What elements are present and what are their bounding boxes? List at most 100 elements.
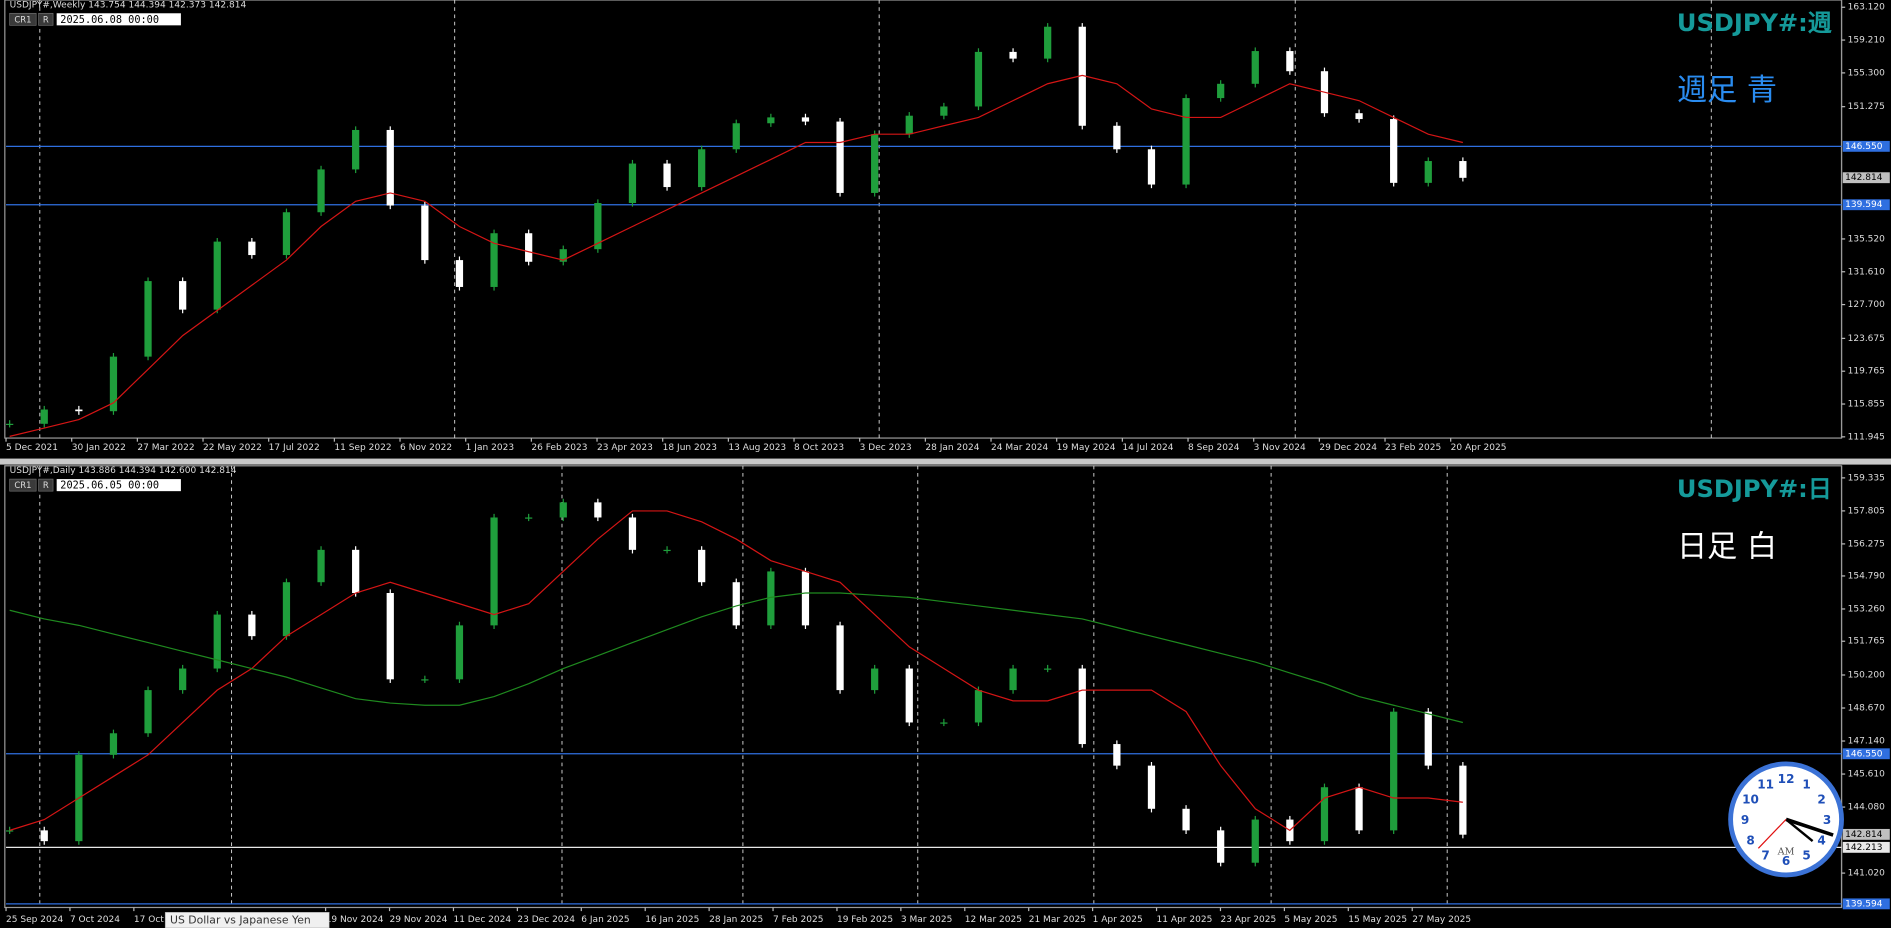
candle xyxy=(421,679,429,681)
moving-average xyxy=(9,74,1464,437)
time-box xyxy=(56,479,181,492)
tooltip xyxy=(164,912,330,928)
clock-number: 1 xyxy=(1802,778,1810,792)
candle xyxy=(905,115,913,135)
candle xyxy=(628,163,637,204)
y-tick-label: 154.790 xyxy=(1848,571,1886,581)
candle xyxy=(109,356,118,412)
candle xyxy=(871,668,879,691)
candle xyxy=(801,117,810,122)
candle xyxy=(767,571,775,626)
x-tick-label: 1 Apr 2025 xyxy=(1093,915,1143,925)
candle xyxy=(40,409,48,424)
second-hand xyxy=(1757,818,1787,849)
candle xyxy=(1217,83,1225,99)
x-tick-label: 29 Dec 2024 xyxy=(1319,443,1377,453)
current-price-label: 142.814 xyxy=(1845,830,1883,840)
candle xyxy=(663,163,671,188)
candle xyxy=(940,106,948,116)
x-tick-label: 11 Sep 2022 xyxy=(334,443,391,453)
x-tick-label: 3 Dec 2023 xyxy=(860,443,912,453)
candle xyxy=(282,582,291,637)
y-tick-label: 131.610 xyxy=(1848,267,1886,277)
candle xyxy=(559,502,567,518)
candle xyxy=(525,233,533,262)
x-tick-label: 28 Jan 2024 xyxy=(925,443,979,453)
candle xyxy=(1390,119,1398,183)
clock-number: 7 xyxy=(1761,849,1769,863)
y-tick-label: 123.675 xyxy=(1848,334,1885,344)
x-tick-label: 11 Dec 2024 xyxy=(453,915,511,925)
x-tick-label: 20 Apr 2025 xyxy=(1451,443,1507,453)
candle xyxy=(1044,26,1052,59)
x-tick-label: 8 Oct 2023 xyxy=(794,443,844,453)
clock-number: 6 xyxy=(1782,854,1790,868)
x-tick-label: 5 Dec 2021 xyxy=(6,443,58,453)
clock-number: 2 xyxy=(1817,793,1825,807)
clock-number: 4 xyxy=(1817,834,1825,848)
candle xyxy=(732,123,740,150)
candle xyxy=(109,733,118,755)
price-tag xyxy=(1842,199,1890,211)
x-tick-label: 25 Sep 2024 xyxy=(6,915,63,925)
candle xyxy=(594,502,602,518)
x-tick-label: 3 Nov 2024 xyxy=(1254,443,1306,453)
candle xyxy=(40,830,48,842)
panel-separator xyxy=(0,458,1891,465)
clock-number: 9 xyxy=(1741,813,1749,827)
candle xyxy=(1355,113,1363,120)
candle xyxy=(836,625,844,691)
candle xyxy=(1286,51,1294,72)
y-tick-label: 141.020 xyxy=(1848,869,1886,879)
x-tick-label: 27 May 2025 xyxy=(1412,915,1471,925)
candle xyxy=(698,549,706,583)
candle xyxy=(179,668,187,691)
candle xyxy=(1459,765,1467,835)
candle xyxy=(213,241,221,310)
candle xyxy=(144,281,152,357)
minute-hand xyxy=(1785,818,1814,843)
candle xyxy=(1217,830,1225,863)
x-tick-label: 26 Feb 2023 xyxy=(531,443,587,453)
candle xyxy=(732,582,740,626)
y-tick-label: 135.520 xyxy=(1848,234,1886,244)
candle xyxy=(213,614,221,669)
price-tag-label: 146.550 xyxy=(1845,749,1883,759)
candle xyxy=(1355,787,1363,831)
candle xyxy=(1251,819,1259,863)
x-tick-label: 27 Mar 2022 xyxy=(137,443,194,453)
price-tag xyxy=(1842,748,1890,760)
y-tick-label: 145.610 xyxy=(1848,770,1886,780)
candle xyxy=(455,625,464,680)
price-tag xyxy=(1842,841,1890,853)
current-price-tag xyxy=(1842,828,1890,840)
x-tick-label: 13 Aug 2023 xyxy=(728,443,786,453)
badge xyxy=(38,12,54,26)
candle xyxy=(974,51,983,107)
candle xyxy=(801,571,810,626)
y-tick-label: 156.275 xyxy=(1848,539,1885,549)
y-tick-label: 144.080 xyxy=(1848,803,1886,813)
clock-number: 10 xyxy=(1742,793,1759,807)
badge-label: R xyxy=(43,480,49,490)
candle xyxy=(698,149,706,188)
panel-title: USDJPY#:週 xyxy=(1677,9,1832,37)
candle xyxy=(6,423,14,426)
time-label: 2025.06.08 00:00 xyxy=(60,14,159,26)
candle xyxy=(1078,668,1086,745)
x-tick-label: 29 Nov 2024 xyxy=(390,915,448,925)
candle xyxy=(1459,161,1467,178)
candle xyxy=(1009,668,1017,691)
x-tick-label: 19 Nov 2024 xyxy=(326,915,384,925)
candle xyxy=(525,517,533,519)
candle xyxy=(248,614,256,637)
price-tag-label: 142.213 xyxy=(1845,843,1883,853)
price-tag xyxy=(1842,140,1890,152)
candle xyxy=(1113,744,1121,766)
clock-number: 8 xyxy=(1746,834,1754,848)
x-tick-label: 7 Oct 2024 xyxy=(70,915,120,925)
candle xyxy=(663,549,671,552)
x-tick-label: 17 Jul 2022 xyxy=(269,443,320,453)
candle xyxy=(386,593,394,680)
candle xyxy=(421,205,429,261)
